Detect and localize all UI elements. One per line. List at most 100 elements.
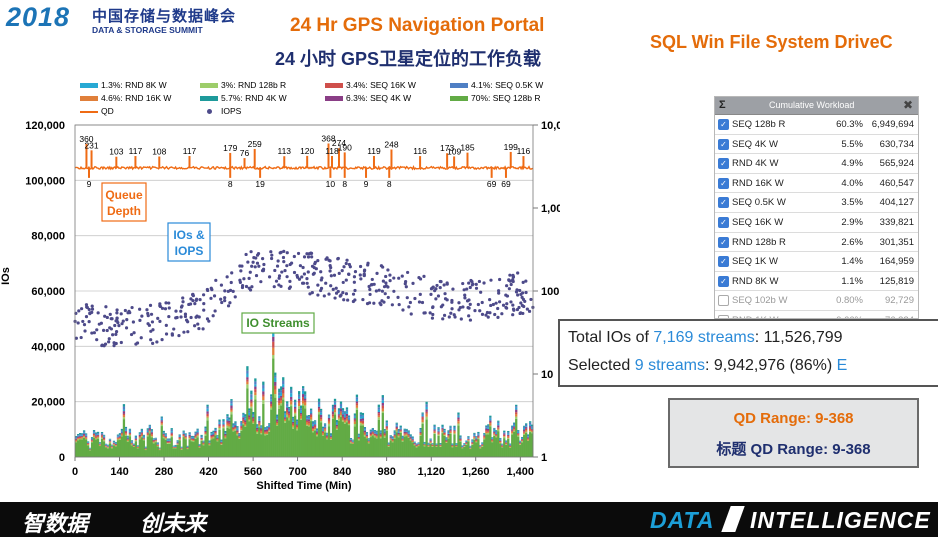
io-stream-bar — [320, 415, 322, 418]
io-stream-bar — [529, 428, 531, 430]
workload-percent: 4.0% — [841, 178, 863, 189]
qd-range-cn: 标题 QD Range: 9-368 — [670, 438, 917, 459]
iops-point — [280, 270, 283, 273]
io-stream-bar — [334, 399, 336, 401]
io-stream-bar — [111, 448, 113, 449]
io-stream-bar — [97, 435, 99, 436]
io-stream-bar — [244, 426, 246, 427]
workload-checkbox[interactable]: ✓ — [718, 217, 729, 228]
io-stream-bar — [288, 410, 290, 411]
workload-checkbox[interactable] — [718, 295, 729, 306]
io-stream-bar — [447, 436, 449, 437]
total-streams-link[interactable]: 7,169 streams — [653, 329, 754, 346]
io-stream-bar — [187, 448, 189, 449]
io-stream-bar — [149, 430, 151, 431]
iops-point — [102, 329, 105, 332]
iops-point — [302, 282, 305, 285]
io-stream-bar — [433, 429, 435, 430]
io-stream-bar — [238, 435, 240, 436]
io-stream-bar — [115, 443, 117, 444]
io-stream-bar — [194, 436, 196, 437]
io-stream-bar — [266, 431, 268, 432]
io-stream-bar — [511, 427, 513, 428]
io-stream-bar — [83, 437, 85, 438]
io-stream-bar — [406, 435, 408, 436]
io-stream-bar — [256, 431, 258, 432]
y-left-tick: 60,000 — [31, 286, 65, 298]
iops-point — [496, 316, 499, 319]
workload-checkbox[interactable]: ✓ — [718, 276, 729, 287]
io-stream-bar — [362, 419, 364, 421]
io-stream-bar — [344, 411, 346, 412]
workload-checkbox[interactable]: ✓ — [718, 197, 729, 208]
io-stream-bar — [443, 429, 445, 430]
selected-streams-link[interactable]: 9 streams — [635, 357, 705, 374]
io-stream-bar — [366, 433, 368, 434]
io-stream-bar — [135, 437, 137, 438]
io-stream-bar — [322, 435, 324, 436]
io-stream-bar — [326, 439, 328, 440]
io-stream-bar — [95, 434, 97, 435]
io-stream-bar — [238, 436, 240, 437]
workload-row[interactable]: RND 1K W0.66%76,324 — [715, 311, 918, 319]
io-stream-bar — [525, 429, 527, 430]
iops-point — [332, 288, 335, 291]
iops-point — [120, 312, 123, 315]
io-stream-bar — [461, 448, 463, 457]
io-stream-bar — [252, 421, 254, 422]
workload-checkbox[interactable]: ✓ — [718, 119, 729, 130]
iops-point — [155, 340, 158, 343]
io-stream-bar — [119, 436, 121, 437]
io-stream-bar — [348, 424, 350, 425]
io-stream-bar — [423, 443, 425, 444]
io-stream-bar — [268, 427, 270, 428]
workload-checkbox[interactable]: ✓ — [718, 158, 729, 169]
iops-point — [91, 305, 94, 308]
io-stream-bar — [396, 428, 398, 429]
io-stream-bar — [523, 426, 525, 427]
iops-point — [156, 317, 159, 320]
io-stream-bar — [412, 436, 414, 437]
io-stream-bar — [81, 436, 83, 437]
close-icon[interactable]: ✖ — [903, 98, 913, 112]
io-stream-bar — [236, 430, 238, 431]
workload-checkbox[interactable]: ✓ — [718, 178, 729, 189]
sigma-icon[interactable]: Σ — [719, 99, 726, 111]
iops-point — [249, 250, 252, 253]
io-stream-bar — [254, 389, 256, 392]
io-stream-bar — [318, 414, 320, 457]
io-stream-bar — [324, 428, 326, 429]
io-stream-bar — [467, 437, 469, 438]
io-stream-bar — [256, 430, 258, 431]
io-stream-bar — [210, 432, 212, 433]
io-stream-bar — [439, 445, 441, 446]
workload-checkbox[interactable]: ✓ — [718, 237, 729, 248]
io-stream-bar — [324, 426, 326, 427]
io-stream-bar — [423, 442, 425, 443]
io-stream-bar — [115, 445, 117, 446]
io-stream-bar — [81, 433, 83, 434]
io-stream-bar — [308, 427, 310, 457]
io-stream-bar — [509, 444, 511, 445]
io-stream-bar — [473, 435, 475, 436]
workload-checkbox[interactable]: ✓ — [718, 139, 729, 150]
workload-stream-name: SEQ 16K W — [732, 217, 783, 228]
io-stream-bar — [485, 430, 487, 432]
io-stream-bar — [400, 432, 402, 433]
io-stream-bar — [286, 406, 288, 407]
io-stream-bar — [109, 442, 111, 443]
iops-point — [202, 293, 205, 296]
iops-point — [206, 288, 209, 291]
iops-point — [165, 324, 168, 327]
workload-checkbox[interactable]: ✓ — [718, 256, 729, 267]
